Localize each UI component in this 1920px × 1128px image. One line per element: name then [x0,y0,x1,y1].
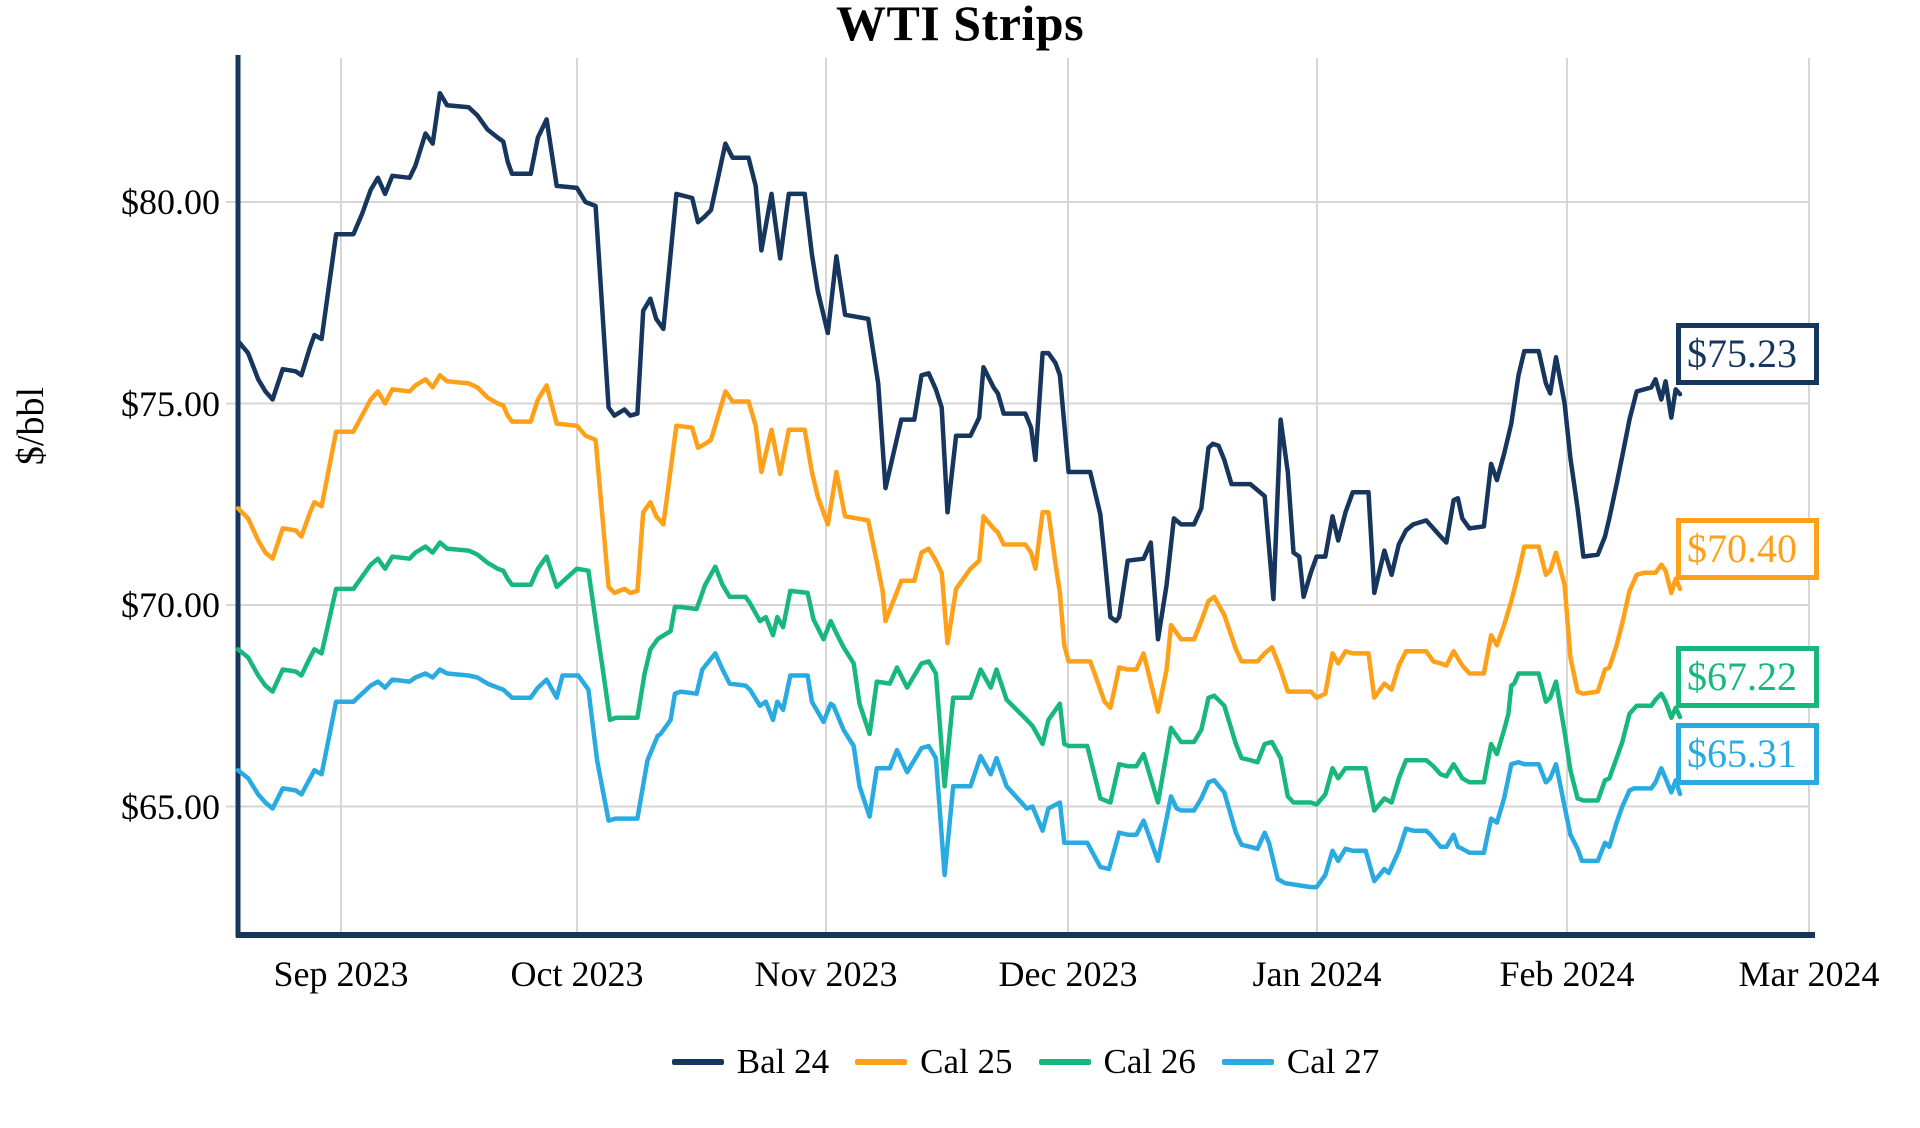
legend-label-bal24: Bal 24 [736,1042,830,1081]
legend-swatch-cal26 [1038,1059,1091,1065]
x-tick-label: Oct 2023 [510,954,644,994]
end-value-box-cal25: $70.40 [1676,517,1819,580]
end-value-box-bal24: $75.23 [1676,323,1819,386]
y-tick-label: $65.00 [121,786,220,827]
y-tick-label: $75.00 [121,383,220,424]
y-tick-label: $70.00 [121,585,220,625]
chart-title: WTI Strips [835,0,1085,51]
x-tick-label: Nov 2023 [754,954,898,994]
x-tick-label: Dec 2023 [998,954,1138,994]
x-tick-label: Mar 2024 [1738,954,1880,994]
legend-item-cal26: Cal 26 [1038,1042,1196,1082]
end-value-box-cal27: $65.31 [1676,723,1819,785]
series-line-cal26 [235,540,1683,813]
x-tick-label: Feb 2024 [1499,954,1635,994]
legend-item-bal24: Bal 24 [671,1042,830,1082]
series-line-cal25 [235,373,1683,715]
series-line-bal24 [235,90,1683,642]
legend: Bal 24 Cal 25 Cal 26 Cal 27 [238,1042,1813,1082]
end-value-box-cal26: $67.22 [1676,646,1819,709]
legend-item-cal25: Cal 25 [855,1042,1013,1082]
legend-label-cal26: Cal 26 [1103,1042,1196,1081]
x-tick-label: Jan 2024 [1252,954,1382,994]
y-tick-label: $80.00 [121,182,220,222]
x-tick-label: Sep 2023 [273,954,409,994]
y-axis-title: $/bbl [10,386,52,466]
series-line-cal27 [235,651,1683,890]
legend-swatch-cal25 [855,1059,908,1065]
legend-item-cal27: Cal 27 [1221,1042,1380,1082]
legend-label-cal25: Cal 25 [920,1042,1013,1081]
legend-label-cal27: Cal 27 [1286,1042,1380,1081]
legend-swatch-bal24 [671,1059,724,1065]
legend-swatch-cal27 [1221,1059,1274,1065]
